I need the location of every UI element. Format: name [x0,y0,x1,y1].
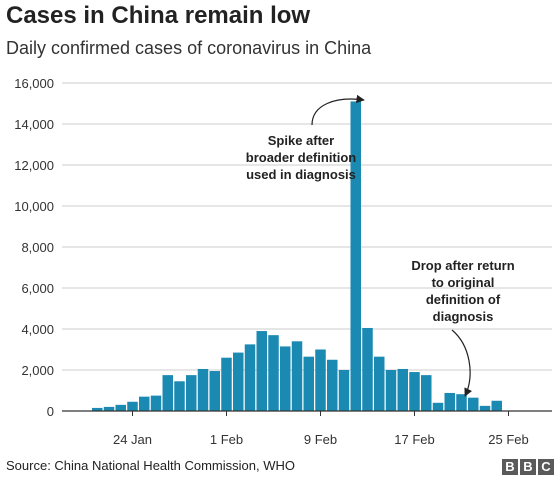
bar [444,392,455,411]
bar [421,375,432,411]
bar [256,331,267,411]
bar [268,335,279,411]
y-tick-label: 16,000 [14,76,54,91]
x-tick-label: 17 Feb [394,432,434,447]
bar [350,101,361,411]
bar [291,341,303,411]
annotation-spike-line-1: Spike after [268,133,334,148]
gridlines [62,82,552,371]
x-tick-label: 1 Feb [210,432,243,447]
bar [315,349,326,411]
y-tick-label: 4,000 [21,322,54,337]
annotation-drop-line-2: to original [432,275,495,290]
bbc-logo-letter-3: C [538,459,554,475]
bar [280,346,291,411]
bar [244,344,256,411]
bar [374,356,385,411]
bar [456,394,467,411]
bbc-logo-letter-2: B [520,459,536,475]
chart-title: Cases in China remain low [6,2,311,29]
bar [209,371,220,411]
bar [92,407,103,411]
annotation-spike-line-2: broader definition [246,150,357,165]
annotation-drop: Drop after return to original definition… [411,258,515,397]
bar [186,375,197,411]
bar [479,405,491,411]
annotation-spike-arrow [311,94,365,126]
bars [92,101,502,411]
x-tick-label: 25 Feb [488,432,528,447]
annotation-drop-line-4: diagnosis [433,309,494,324]
bar [233,352,244,411]
bar [115,404,126,411]
x-tick-label: 9 Feb [304,432,337,447]
y-axis-labels: 0 2,000 4,000 6,000 8,000 10,000 12,000 14,000 1… [14,76,54,419]
y-tick-label: 14,000 [14,117,54,132]
bar [103,406,115,411]
bar [174,381,185,411]
bar [303,356,314,411]
y-tick-label: 6,000 [21,281,54,296]
bar [362,327,373,411]
bar [139,396,150,411]
bar [385,370,397,411]
bar [397,368,408,411]
bar [162,375,173,411]
annotation-drop-line-1: Drop after return [411,258,514,273]
bar [327,359,338,411]
bar [221,357,232,411]
bar [150,395,162,411]
bbc-logo-letter-1: B [502,459,518,475]
source-note: Source: China National Health Commission… [6,458,295,473]
bar [491,400,502,411]
bar [197,368,209,411]
y-tick-label: 12,000 [14,158,54,173]
bbc-logo: B B C [502,459,554,475]
y-tick-label: 2,000 [21,363,54,378]
annotation-drop-arrow [451,329,473,397]
bar [432,402,444,411]
bar [127,401,138,411]
chart-subtitle: Daily confirmed cases of coronavirus in … [6,38,372,58]
y-tick-label: 8,000 [21,240,54,255]
bar [338,370,350,411]
annotation-drop-line-3: definition of [426,292,501,307]
x-tick-label: 24 Jan [113,432,152,447]
bar [409,372,420,411]
y-tick-label: 10,000 [14,199,54,214]
x-axis-labels: 24 Jan 1 Feb 9 Feb 17 Feb 25 Feb [113,411,529,447]
annotation-spike: Spike after broader definition used in d… [246,94,365,182]
annotation-spike-line-3: used in diagnosis [246,167,356,182]
bar [468,397,479,411]
y-tick-label: 0 [47,404,54,419]
